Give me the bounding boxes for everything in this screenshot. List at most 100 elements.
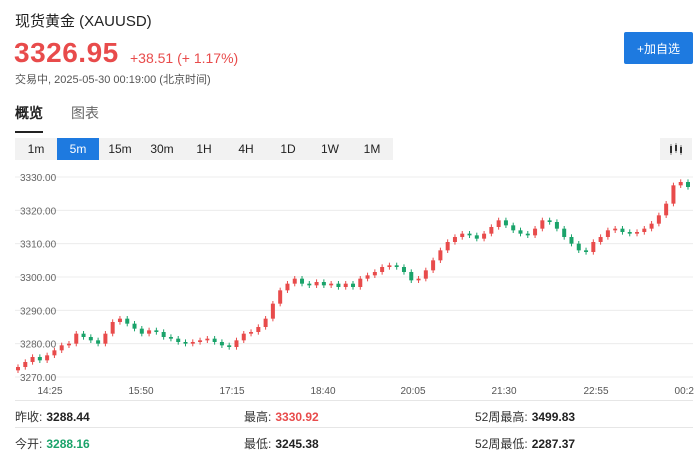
- period-5m[interactable]: 5m: [57, 138, 99, 160]
- candle-body: [52, 350, 57, 356]
- candle-body: [74, 333, 79, 344]
- period-1h[interactable]: 1H: [196, 142, 212, 156]
- candle-body: [212, 338, 217, 342]
- y-tick-label: 3330.00: [20, 173, 57, 184]
- candle-body: [576, 243, 581, 251]
- x-tick-label: 21:30: [491, 386, 516, 397]
- candle-body: [241, 333, 246, 341]
- stat-52w-low: 52周最低: 2287.37: [475, 437, 576, 451]
- candle-body: [307, 283, 312, 286]
- tab-overview[interactable]: 概览: [15, 103, 43, 133]
- candle-body: [496, 220, 501, 227]
- stats-row: 今开: 3288.16 最低: 3245.38 52周最低: 2287.37: [15, 427, 693, 454]
- candle-body: [59, 345, 64, 351]
- x-tick-label: 00:2: [675, 386, 695, 397]
- period-4h[interactable]: 4H: [238, 142, 254, 156]
- candle-body: [372, 272, 377, 276]
- y-tick-label: 3280.00: [20, 340, 57, 351]
- candle-body: [292, 278, 297, 284]
- candles: [16, 179, 690, 373]
- candle-body: [37, 357, 42, 361]
- candle-body: [183, 342, 188, 344]
- candle-body: [125, 318, 130, 324]
- candle-body: [88, 337, 93, 341]
- x-tick-label: 20:05: [400, 386, 425, 397]
- period-1d[interactable]: 1D: [280, 142, 296, 156]
- candle-body: [365, 275, 370, 279]
- x-tick-label: 14:25: [37, 386, 62, 397]
- candlestick-icon: [670, 143, 682, 155]
- candle-body: [511, 225, 516, 231]
- chart-type-toggle[interactable]: [660, 138, 692, 160]
- candle-body: [380, 267, 385, 272]
- candle-body: [394, 265, 399, 267]
- candle-body: [234, 340, 239, 347]
- candle-body: [285, 283, 290, 291]
- candle-body: [460, 233, 465, 237]
- period-1m[interactable]: 1m: [27, 142, 45, 156]
- period-selector: 1m 5m 15m 30m 1H 4H 1D 1W 1M: [15, 138, 393, 160]
- candle-body: [45, 355, 50, 361]
- candle-body: [686, 182, 690, 187]
- candle-body: [147, 330, 152, 334]
- candle-body: [227, 345, 232, 347]
- candle-body: [168, 337, 173, 339]
- candle-body: [263, 318, 268, 327]
- candle-body: [66, 343, 71, 346]
- stat-52w-high: 52周最高: 3499.83: [475, 410, 576, 424]
- candle-body: [409, 272, 414, 281]
- candle-body: [598, 237, 603, 242]
- period-1w[interactable]: 1W: [321, 142, 339, 156]
- candle-body: [30, 357, 35, 362]
- candle-body: [314, 282, 319, 286]
- period-15m[interactable]: 15m: [108, 142, 132, 156]
- candle-body: [518, 230, 523, 234]
- candle-body: [321, 282, 326, 286]
- candle-body: [219, 342, 224, 346]
- price-chart[interactable]: 3330.00 3320.00 3310.00 3300.00 3290.00 3280.…: [0, 165, 700, 397]
- tab-chart[interactable]: 图表: [71, 105, 99, 121]
- y-tick-label: 3300.00: [20, 273, 57, 284]
- candle-body: [16, 367, 20, 371]
- candle-body: [329, 283, 334, 286]
- candle-body: [270, 303, 275, 319]
- stat-open: 今开: 3288.16: [15, 437, 90, 451]
- candle-body: [416, 278, 421, 281]
- candle-body: [642, 228, 647, 232]
- summary-stats: 昨收: 3288.44 最高: 3330.92 52周最高: 3499.83 今开: 3…: [15, 400, 693, 454]
- y-tick-label: 3310.00: [20, 240, 57, 251]
- stats-row: 昨收: 3288.44 最高: 3330.92 52周最高: 3499.83: [15, 400, 693, 427]
- candle-body: [482, 233, 487, 239]
- candle-body: [445, 242, 450, 251]
- stat-high: 最高: 3330.92: [244, 410, 319, 424]
- candle-body: [533, 228, 538, 236]
- candle-body: [503, 220, 508, 226]
- candle-body: [584, 250, 589, 252]
- candle-body: [401, 267, 406, 272]
- candle-body: [117, 318, 122, 322]
- candle-body: [300, 278, 305, 284]
- candle-body: [635, 232, 640, 234]
- period-30m[interactable]: 30m: [150, 142, 174, 156]
- candle-body: [613, 228, 618, 231]
- y-tick-label: 3290.00: [20, 306, 57, 317]
- stat-prev-close: 昨收: 3288.44: [15, 410, 90, 424]
- candle-body: [198, 340, 203, 342]
- candle-body: [132, 323, 137, 329]
- candle-body: [161, 332, 166, 337]
- add-to-watchlist-button[interactable]: +加自选: [624, 32, 693, 64]
- period-1mo[interactable]: 1M: [363, 142, 381, 156]
- candle-body: [671, 185, 676, 204]
- candle-body: [154, 330, 159, 332]
- candle-body: [190, 342, 195, 344]
- candle-body: [110, 322, 115, 334]
- candle-body: [431, 260, 436, 271]
- candle-body: [139, 328, 144, 334]
- candle-body: [23, 362, 28, 367]
- x-tick-label: 15:50: [128, 386, 153, 397]
- x-axis: 14:25 15:50 17:15 18:40 20:05 21:30 22:55 00:2: [37, 386, 694, 397]
- x-tick-label: 22:55: [583, 386, 608, 397]
- candle-body: [656, 215, 661, 224]
- candle-body: [620, 228, 625, 232]
- candle-body: [569, 237, 574, 244]
